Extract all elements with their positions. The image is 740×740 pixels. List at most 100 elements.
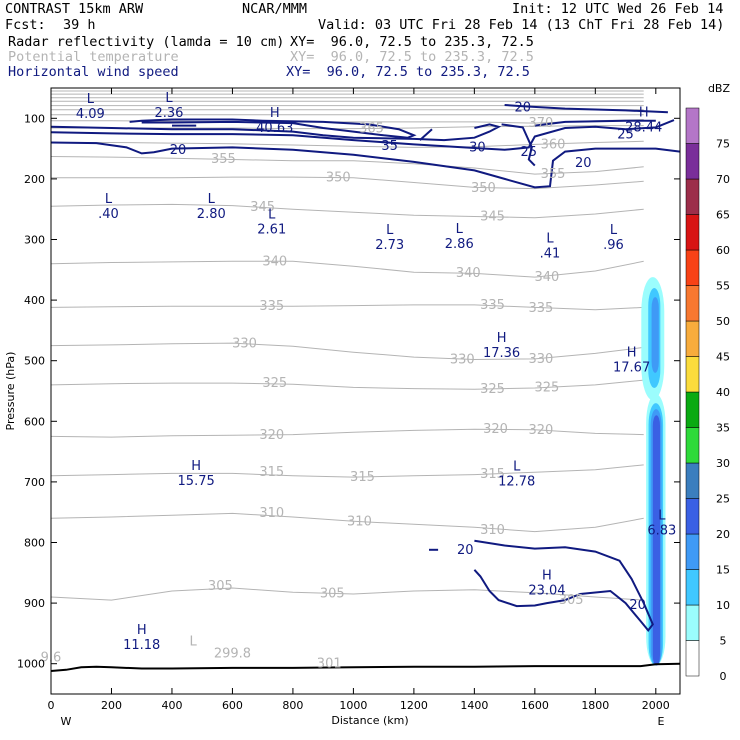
high-marker: H — [627, 345, 637, 360]
field-theta-xy: XY= 96.0, 72.5 to 235.3, 72.5 — [290, 49, 534, 65]
theta-label: 320 — [483, 422, 508, 437]
theta-label: 330 — [232, 337, 257, 352]
theta-contour-310 — [50, 512, 644, 533]
theta-contour-355 — [50, 156, 644, 175]
theta-label: 305 — [320, 586, 345, 601]
theta-label: 330 — [528, 352, 553, 367]
terrain-surface — [50, 662, 681, 672]
y-tick-label: 100 — [24, 112, 45, 125]
colorbar-unit: dBZ — [708, 82, 731, 95]
x-axis-title: Distance (km) — [331, 714, 408, 727]
y-tick-label: 300 — [24, 234, 45, 247]
colorbar-label: 20 — [716, 528, 730, 541]
wind-contour-20 — [50, 141, 681, 189]
theta-contour-325 — [50, 379, 644, 390]
theta-label: 325 — [480, 382, 505, 397]
axes: 0 200 400 600 800 1000 1200 1400 1600 1800 2000 100… — [17, 88, 680, 712]
theta-contour-350 — [51, 176, 644, 190]
theta-label: 345 — [480, 209, 505, 224]
colorbar-label: 25 — [716, 493, 730, 506]
y-tick-label: 800 — [24, 537, 45, 550]
low-marker: L — [513, 459, 521, 474]
wind-label: 30 — [469, 140, 486, 155]
x-tick-label: 600 — [222, 699, 243, 712]
colorbar-swatch-15 — [685, 533, 700, 570]
reflectivity-cell-15 — [651, 297, 659, 373]
low-marker: L — [546, 232, 554, 247]
low-marker: L — [610, 223, 618, 238]
colorbar-swatch-55 — [685, 249, 700, 286]
extremum-value: 2.80 — [197, 207, 226, 222]
theta-label: 320 — [259, 428, 284, 443]
forecast-label: Fcst: — [5, 17, 46, 33]
colorbar-label: 30 — [716, 457, 730, 470]
theta-label: 310 — [259, 506, 284, 521]
extremum-value: 2.61 — [257, 222, 286, 237]
extremum-value: 17.36 — [483, 346, 520, 361]
theta-contour-330 — [50, 342, 644, 361]
colorbar-label: 55 — [716, 280, 730, 293]
extremum-value: 15.75 — [178, 474, 215, 489]
theta-label: 315 — [480, 467, 505, 482]
theta-label: 340 — [262, 254, 287, 269]
theta-label: 340 — [456, 266, 481, 281]
wind-contour-30 — [50, 123, 502, 142]
extremum-value: 40.63 — [256, 121, 293, 136]
wind-label: 20 — [514, 100, 531, 115]
wind-contour-35 — [129, 118, 417, 139]
wind-contour-30 — [534, 119, 656, 127]
theta-label: 365 — [359, 122, 384, 137]
extremum-value: 6.83 — [647, 524, 676, 539]
field-wind-name: Horizontal wind speed — [8, 64, 179, 80]
x-tick-label: 400 — [161, 699, 182, 712]
theta-label: 350 — [471, 181, 496, 196]
theta-contour-340 — [50, 260, 644, 278]
x-tick-label: 2000 — [642, 699, 670, 712]
colorbar-label: 15 — [716, 564, 730, 577]
theta-label: 355 — [211, 152, 236, 167]
colorbar-swatch-50 — [685, 285, 700, 322]
extremum-value: 4.09 — [76, 107, 105, 122]
colorbar-label: 40 — [716, 386, 730, 399]
high-marker: H — [639, 106, 649, 121]
field-wind-xy: XY= 96.0, 72.5 to 235.3, 72.5 — [286, 64, 530, 80]
theta-contour-320 — [50, 428, 644, 438]
colorbar-label: 50 — [716, 315, 730, 328]
x-tick-label: 1200 — [400, 699, 428, 712]
colorbar: 0 5 10 15 20 25 30 35 40 45 50 55 60 65 70 75 — [685, 107, 730, 683]
y-tick-label: 200 — [24, 173, 45, 186]
wind-label: 20 — [575, 156, 592, 171]
colorbar-swatch-35 — [685, 391, 700, 428]
low-marker: L — [165, 91, 173, 106]
low-marker: L — [658, 509, 666, 524]
wind-contour-20 — [504, 104, 668, 114]
low-marker: L — [190, 635, 198, 650]
extremum-value: 23.04 — [528, 583, 565, 598]
field-theta-name: Potential temperature — [8, 49, 179, 65]
low-marker: L — [105, 192, 113, 207]
y-tick-label: 1000 — [17, 658, 45, 671]
colorbar-swatch-0 — [685, 640, 700, 677]
colorbar-swatch-45 — [685, 320, 700, 357]
extremum-value: .96 — [603, 238, 624, 253]
colorbar-label: 65 — [716, 209, 730, 222]
colorbar-swatch-25 — [685, 462, 700, 499]
x-tick-label: 200 — [101, 699, 122, 712]
wind-contour-20 — [473, 539, 654, 633]
wind-label: 25 — [617, 128, 634, 143]
theta-label: 370 — [528, 116, 553, 131]
theta-label: 299.8 — [214, 646, 251, 661]
theta-label: 325 — [262, 376, 287, 391]
colorbar-label: 35 — [716, 422, 730, 435]
wind-label: 25 — [521, 145, 538, 160]
reflectivity-fill — [641, 277, 666, 666]
theta-label: 301 — [317, 657, 342, 672]
theta-label: 340 — [535, 270, 560, 285]
x-end-west: W — [61, 715, 72, 728]
wind-contours — [50, 104, 681, 633]
theta-contour-335 — [50, 304, 644, 311]
high-marker: H — [542, 568, 552, 583]
x-end-east: E — [658, 715, 665, 728]
x-tick-label: 800 — [282, 699, 303, 712]
colorbar-label: 70 — [716, 173, 730, 186]
